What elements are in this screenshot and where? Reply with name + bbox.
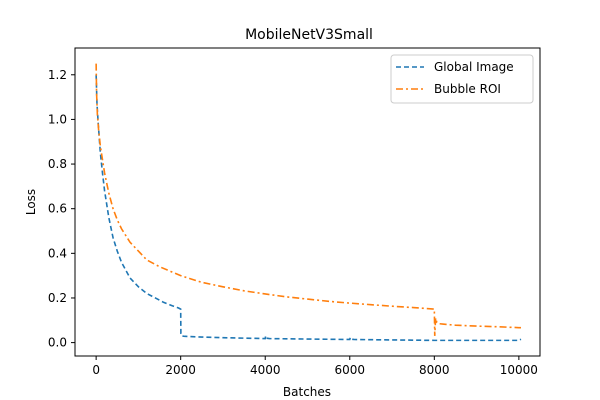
y-axis: 0.0 0.2 0.4 0.6 0.8 1.0 1.2 [48,68,75,350]
legend-label-2: Bubble ROI [434,82,501,96]
x-tick-label: 10000 [500,363,538,377]
x-axis: 0 2000 4000 6000 8000 10000 [92,356,538,377]
y-axis-label: Loss [24,189,38,215]
x-axis-label: Batches [283,385,331,399]
x-tick-label: 0 [92,363,100,377]
series-line-1 [95,74,522,342]
y-tick-label: 1.2 [48,68,67,82]
y-tick-label: 0.0 [48,336,67,350]
legend-label-1: Global Image [434,60,514,74]
y-tick-label: 0.2 [48,291,67,305]
legend-box [390,54,534,104]
x-tick-label: 8000 [419,363,450,377]
y-tick-label: 0.6 [48,202,67,216]
plot-frame [74,47,541,357]
x-tick-label: 4000 [250,363,281,377]
y-tick-label: 0.8 [48,157,67,171]
series-layer [95,63,522,342]
x-tick-label: 6000 [334,363,365,377]
x-tick-label: 2000 [165,363,196,377]
y-tick-label: 0.4 [48,246,67,260]
y-tick-label: 1.0 [48,112,67,126]
legend: Global Image Bubble ROI [390,54,534,104]
chart-title: MobileNetV3Small [245,27,373,43]
legend-items: Global Image Bubble ROI [396,60,514,96]
